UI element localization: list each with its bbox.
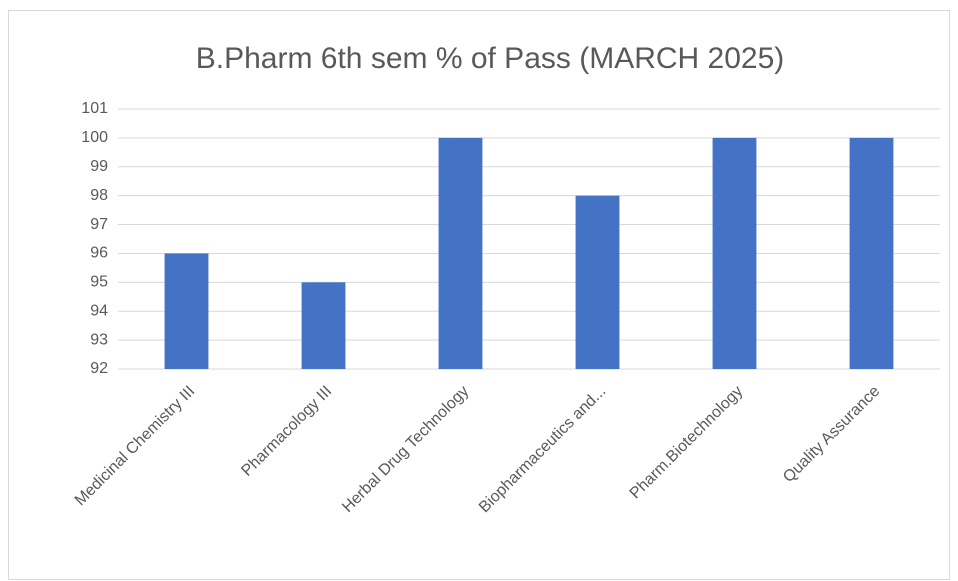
y-tick-label: 101 bbox=[81, 100, 108, 117]
y-tick-label: 93 bbox=[90, 331, 108, 348]
y-tick-label: 96 bbox=[90, 245, 108, 262]
y-tick-label: 98 bbox=[90, 187, 108, 204]
bar bbox=[301, 282, 346, 369]
bar bbox=[575, 195, 620, 369]
bar bbox=[438, 137, 483, 369]
y-tick-label: 97 bbox=[90, 216, 108, 233]
y-tick-label: 99 bbox=[90, 158, 108, 175]
bar bbox=[712, 137, 757, 369]
y-tick-label: 95 bbox=[90, 274, 108, 291]
y-tick-label: 92 bbox=[90, 360, 108, 377]
bar bbox=[849, 137, 894, 369]
chart-title: B.Pharm 6th sem % of Pass (MARCH 2025) bbox=[196, 42, 785, 75]
y-tick-label: 100 bbox=[81, 129, 108, 146]
y-tick-label: 94 bbox=[90, 302, 108, 319]
bar bbox=[164, 253, 209, 369]
